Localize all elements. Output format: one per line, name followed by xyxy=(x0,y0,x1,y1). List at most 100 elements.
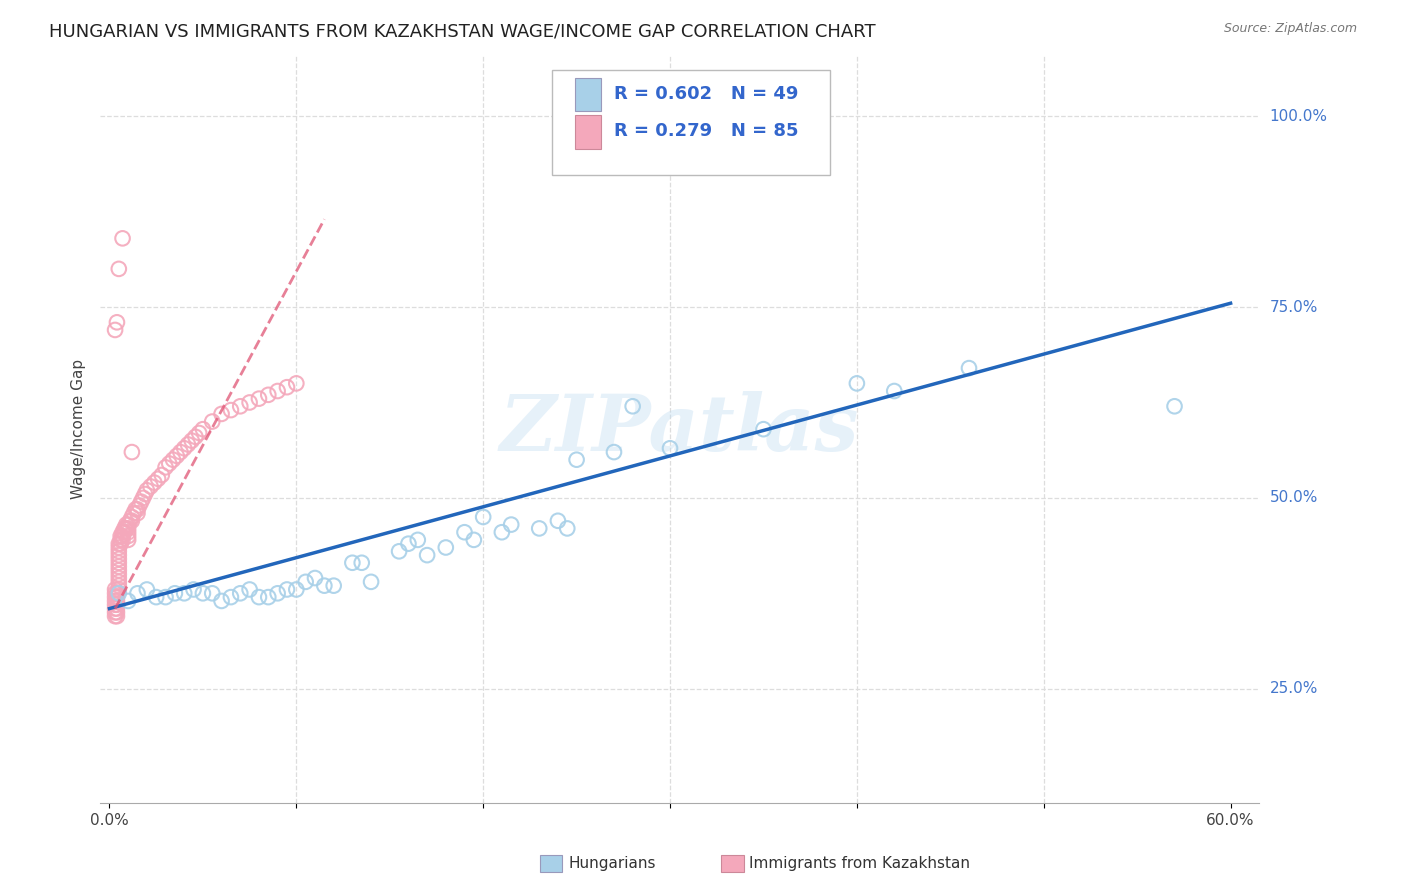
Point xyxy=(104,609,127,624)
Point xyxy=(180,434,202,448)
Text: R = 0.602   N = 49: R = 0.602 N = 49 xyxy=(614,85,799,103)
Point xyxy=(360,574,382,589)
Text: Source: ZipAtlas.com: Source: ZipAtlas.com xyxy=(1223,22,1357,36)
Point xyxy=(108,548,131,562)
Point xyxy=(229,399,252,413)
Point xyxy=(117,594,139,608)
Point xyxy=(285,376,308,391)
Point xyxy=(453,525,475,540)
Point xyxy=(211,594,233,608)
Point xyxy=(434,541,457,555)
Text: ZIPatlas: ZIPatlas xyxy=(499,391,859,467)
Point xyxy=(108,571,131,585)
Point xyxy=(108,579,131,593)
Point xyxy=(957,361,980,376)
Point xyxy=(201,586,224,600)
Point xyxy=(135,483,157,498)
Point xyxy=(239,395,262,409)
Point xyxy=(155,460,177,475)
FancyBboxPatch shape xyxy=(575,78,600,112)
Point xyxy=(105,594,128,608)
Point xyxy=(117,521,139,535)
Point xyxy=(276,582,298,597)
Point xyxy=(173,442,195,456)
Point xyxy=(314,579,336,593)
Point xyxy=(388,544,411,558)
Point xyxy=(173,586,195,600)
Point xyxy=(110,533,132,547)
Point xyxy=(117,525,139,540)
Point xyxy=(169,445,191,459)
Point xyxy=(108,563,131,577)
Point xyxy=(342,556,364,570)
Point xyxy=(108,544,131,558)
Text: R = 0.279   N = 85: R = 0.279 N = 85 xyxy=(614,122,799,140)
Point xyxy=(1163,399,1185,413)
Point xyxy=(127,506,149,520)
Point xyxy=(285,582,308,597)
Point xyxy=(111,533,134,547)
Point xyxy=(104,601,127,615)
Point xyxy=(239,582,262,597)
Point xyxy=(143,475,166,490)
Text: Hungarians: Hungarians xyxy=(568,856,655,871)
Point xyxy=(146,472,169,486)
Point xyxy=(257,388,280,402)
Point xyxy=(603,445,626,459)
Point xyxy=(184,430,207,444)
Point xyxy=(211,407,233,421)
Point xyxy=(117,529,139,543)
Point xyxy=(111,525,134,540)
Point xyxy=(501,517,523,532)
Point xyxy=(111,529,134,543)
Point xyxy=(108,574,131,589)
Point xyxy=(529,521,551,535)
Point xyxy=(115,517,138,532)
Point xyxy=(110,537,132,551)
Point xyxy=(166,449,188,463)
FancyBboxPatch shape xyxy=(553,70,830,175)
Point xyxy=(659,442,682,456)
Point xyxy=(122,506,145,520)
Point xyxy=(121,510,143,524)
Point xyxy=(177,437,200,451)
Point xyxy=(128,499,150,513)
Point xyxy=(294,574,316,589)
Point xyxy=(108,559,131,574)
Point xyxy=(257,590,280,604)
Text: HUNGARIAN VS IMMIGRANTS FROM KAZAKHSTAN WAGE/INCOME GAP CORRELATION CHART: HUNGARIAN VS IMMIGRANTS FROM KAZAKHSTAN … xyxy=(49,22,876,40)
Text: 100.0%: 100.0% xyxy=(1270,109,1327,124)
Point xyxy=(491,525,513,540)
Point xyxy=(266,586,288,600)
FancyBboxPatch shape xyxy=(575,115,600,149)
Point xyxy=(105,315,128,329)
Point xyxy=(547,514,569,528)
Point xyxy=(108,586,131,600)
Point xyxy=(108,582,131,597)
Point xyxy=(105,598,128,612)
Point xyxy=(247,392,270,406)
Point xyxy=(201,415,224,429)
Point xyxy=(155,590,177,604)
Point xyxy=(150,467,173,482)
Point xyxy=(132,491,155,505)
Point xyxy=(406,533,429,547)
Point xyxy=(108,541,131,555)
Text: Immigrants from Kazakhstan: Immigrants from Kazakhstan xyxy=(749,856,970,871)
Point xyxy=(127,502,149,516)
Point xyxy=(104,606,127,620)
Point xyxy=(219,403,242,417)
Point xyxy=(191,586,214,600)
Point xyxy=(472,510,495,524)
Point xyxy=(188,425,211,440)
Point xyxy=(129,494,152,508)
Point xyxy=(304,571,326,585)
Point xyxy=(247,590,270,604)
Point xyxy=(752,422,775,436)
Point xyxy=(191,422,214,436)
Point xyxy=(105,606,128,620)
Point xyxy=(183,582,205,597)
Point xyxy=(350,556,373,570)
Point xyxy=(105,609,128,624)
Point xyxy=(266,384,288,398)
